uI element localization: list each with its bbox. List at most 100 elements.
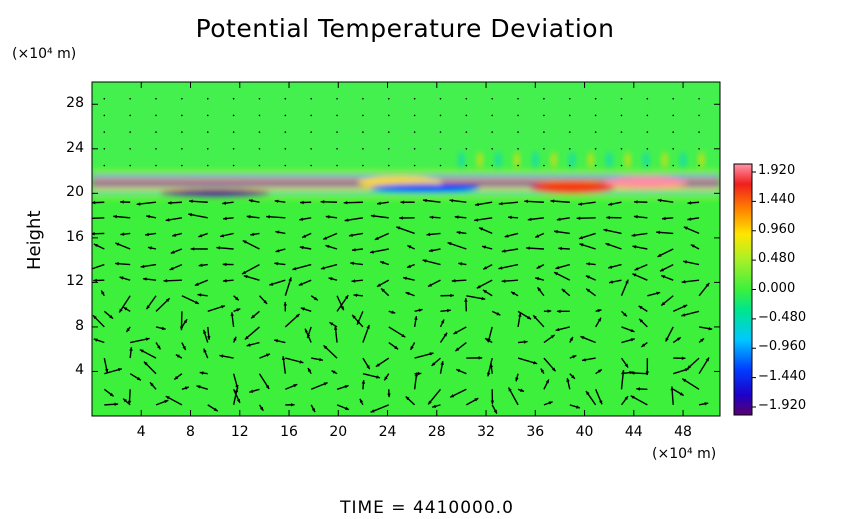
wind-arrowhead xyxy=(676,337,681,341)
calm-point xyxy=(232,131,235,133)
wind-arrowhead xyxy=(351,279,356,283)
calm-point xyxy=(646,131,649,133)
colorbar-label: 0.000 xyxy=(758,280,796,296)
wind-arrowhead xyxy=(344,218,349,222)
calm-point xyxy=(103,164,106,167)
warm-anomaly xyxy=(530,181,615,194)
wind-arrowhead xyxy=(222,262,227,267)
wind-arrowhead xyxy=(194,300,199,304)
wind-arrowhead xyxy=(537,287,542,292)
wind-arrowhead xyxy=(320,200,325,204)
wind-arrowhead xyxy=(576,216,581,220)
wind-arrowhead xyxy=(582,358,586,362)
wind-arrowhead xyxy=(451,279,456,283)
wind-arrowhead xyxy=(126,328,130,333)
wind-arrowhead xyxy=(139,349,144,353)
wave-ripple xyxy=(495,151,502,168)
wind-arrowhead xyxy=(580,336,585,340)
calm-point xyxy=(206,164,209,167)
calm-point xyxy=(646,164,649,167)
wind-arrowhead xyxy=(170,250,175,254)
wind-arrowhead xyxy=(683,226,688,230)
wind-arrowhead xyxy=(636,387,640,391)
wind-arrowhead xyxy=(101,290,105,295)
wind-arrowhead xyxy=(603,228,608,232)
y-tick-label: 24 xyxy=(66,139,84,156)
wave-ripple xyxy=(513,151,520,168)
wind-arrowhead xyxy=(508,387,512,392)
wind-arrowhead xyxy=(508,215,512,220)
calm-point xyxy=(387,97,390,100)
wind-arrowhead xyxy=(634,267,639,271)
calm-point xyxy=(594,131,597,133)
wind-arrowhead xyxy=(251,314,256,319)
wind-arrow xyxy=(92,217,105,220)
wind-arrowhead xyxy=(216,246,221,250)
wind-arrowhead xyxy=(429,352,434,356)
wind-arrowhead xyxy=(498,201,503,206)
wind-arrowhead xyxy=(376,283,381,287)
wave-ripple xyxy=(661,151,668,168)
calm-point xyxy=(672,148,675,150)
wind-arrowhead xyxy=(550,334,555,339)
wind-arrowhead xyxy=(661,275,666,279)
wind-arrowhead xyxy=(387,393,391,398)
wind-arrowhead xyxy=(605,242,610,247)
calm-point xyxy=(465,148,468,150)
wind-arrowhead xyxy=(292,266,297,271)
wind-arrowhead xyxy=(641,343,646,347)
wind-arrowhead xyxy=(504,234,509,238)
wind-arrowhead xyxy=(265,385,270,390)
colorbar-label: −0.480 xyxy=(758,309,807,325)
calm-point xyxy=(465,164,468,167)
wind-arrowhead xyxy=(86,217,90,220)
calm-point xyxy=(103,114,106,117)
x-tick-label: 40 xyxy=(575,424,594,440)
wind-arrowhead xyxy=(366,324,370,329)
calm-point xyxy=(336,114,338,117)
calm-point xyxy=(103,131,106,133)
wind-arrowhead xyxy=(624,363,629,368)
wind-arrowhead xyxy=(333,326,338,331)
x-tick-label: 20 xyxy=(329,424,348,440)
wind-arrowhead xyxy=(348,233,353,237)
wind-arrowhead xyxy=(93,278,97,283)
calm-point xyxy=(672,97,675,100)
calm-point xyxy=(646,148,649,150)
wind-arrowhead xyxy=(370,214,375,218)
calm-point xyxy=(594,164,597,167)
wind-arrowhead xyxy=(295,313,300,318)
wind-arrowhead xyxy=(443,332,448,337)
calm-point xyxy=(620,164,623,167)
cold-anomaly xyxy=(369,183,480,192)
calm-point xyxy=(206,131,209,133)
wind-arrowhead xyxy=(331,370,336,374)
wind-arrowhead xyxy=(474,398,479,402)
wind-arrowhead xyxy=(422,259,427,263)
calm-point xyxy=(155,114,157,117)
wind-arrowhead xyxy=(119,276,124,280)
wind-arrowhead xyxy=(624,396,628,401)
calm-point xyxy=(698,131,700,133)
wind-arrowhead xyxy=(705,357,710,362)
wind-arrowhead xyxy=(496,312,501,316)
calm-point xyxy=(206,114,209,117)
wind-arrowhead xyxy=(145,337,150,341)
wave-ripple xyxy=(476,151,483,168)
wind-arrowhead xyxy=(146,305,150,310)
wind-arrowhead xyxy=(381,288,385,293)
wave-ripple xyxy=(643,151,650,168)
wind-arrowhead xyxy=(198,233,203,238)
wind-arrowhead xyxy=(184,386,189,390)
wind-arrowhead xyxy=(536,265,541,269)
calm-point xyxy=(129,148,131,150)
wind-arrowhead xyxy=(242,240,247,244)
wind-arrowhead xyxy=(136,376,141,381)
calm-point xyxy=(181,164,183,167)
wind-arrowhead xyxy=(222,279,227,283)
calm-point xyxy=(517,97,519,100)
wind-arrowhead xyxy=(690,244,695,248)
wind-arrowhead xyxy=(625,279,629,284)
wind-arrowhead xyxy=(396,226,401,230)
